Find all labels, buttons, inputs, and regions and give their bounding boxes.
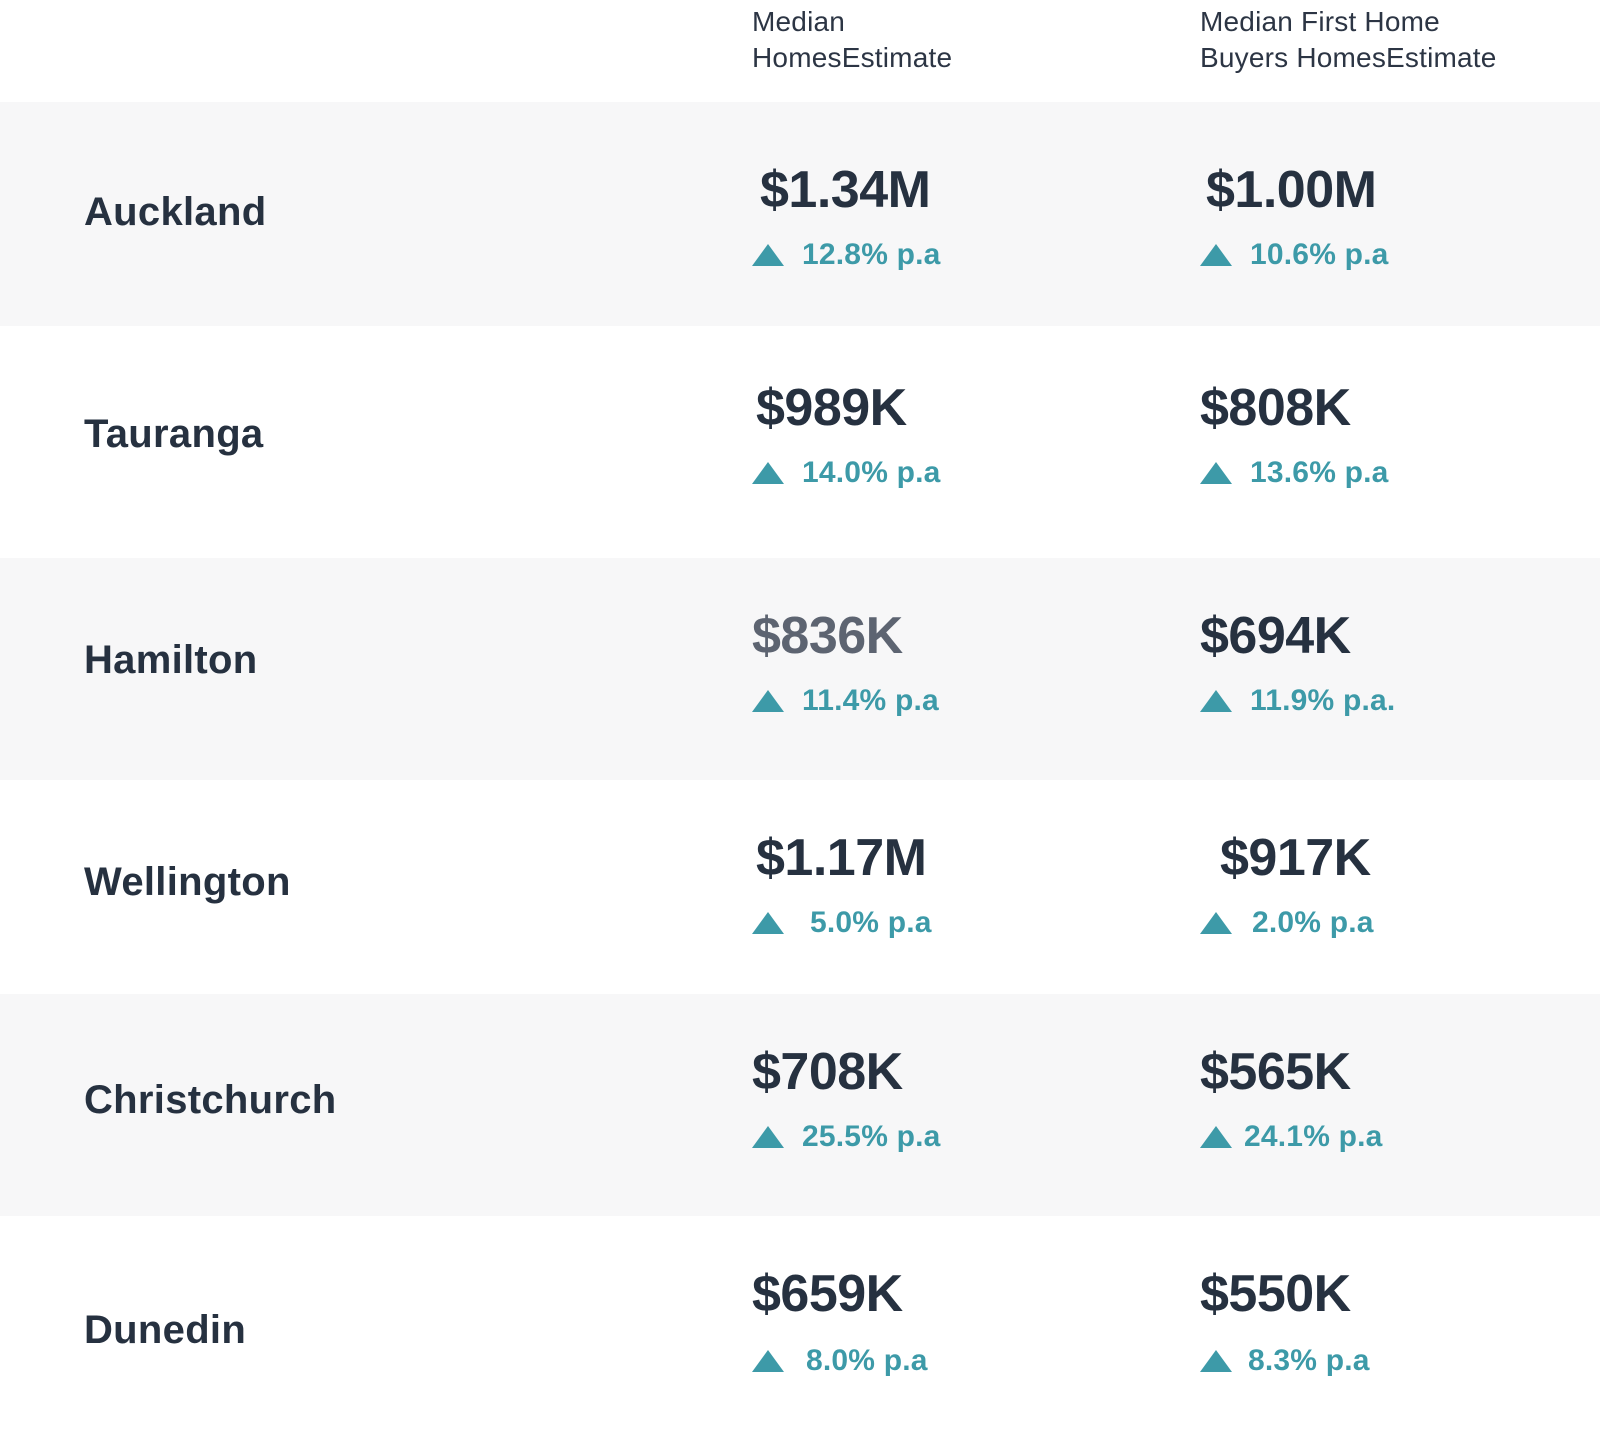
fhb-price: $917K bbox=[1220, 829, 1371, 887]
triangle-up-icon bbox=[1200, 462, 1232, 484]
fhb-growth-value: 24.1% p.a bbox=[1244, 1120, 1383, 1153]
median-cell: $989K 14.0% p.a bbox=[752, 326, 1172, 558]
table-row: Christchurch $708K 25.5% p.a $565K 24.1%… bbox=[0, 994, 1600, 1216]
city-name: Tauranga bbox=[84, 412, 264, 456]
table-header: Median HomesEstimate Median First Home B… bbox=[0, 0, 1600, 102]
fhb-growth-value: 2.0% p.a bbox=[1252, 906, 1374, 939]
city-name: Wellington bbox=[84, 860, 291, 904]
median-growth: 5.0% p.a bbox=[752, 906, 932, 940]
city-name: Hamilton bbox=[84, 638, 258, 682]
triangle-up-icon bbox=[1200, 244, 1232, 266]
median-price: $1.17M bbox=[756, 829, 927, 887]
fhb-growth: 11.9% p.a. bbox=[1200, 684, 1395, 718]
fhb-growth: 13.6% p.a bbox=[1200, 456, 1389, 490]
median-growth: 12.8% p.a bbox=[752, 238, 941, 272]
fhb-growth-value: 8.3% p.a bbox=[1248, 1344, 1370, 1377]
median-cell: $1.34M 12.8% p.a bbox=[752, 102, 1172, 326]
column-header-fhb-line1: Median First Home bbox=[1200, 6, 1440, 37]
fhb-growth: 8.3% p.a bbox=[1200, 1344, 1370, 1378]
city-name: Auckland bbox=[84, 190, 267, 234]
fhb-cell: $1.00M 10.6% p.a bbox=[1200, 102, 1600, 326]
median-price: $659K bbox=[752, 1265, 903, 1323]
fhb-cell: $550K 8.3% p.a bbox=[1200, 1216, 1600, 1439]
fhb-growth-value: 13.6% p.a bbox=[1250, 456, 1389, 489]
table-row: Dunedin $659K 8.0% p.a $550K 8.3% p.a bbox=[0, 1216, 1600, 1439]
median-cell: $836K 11.4% p.a bbox=[752, 558, 1172, 780]
triangle-up-icon bbox=[752, 462, 784, 484]
table-row: Tauranga $989K 14.0% p.a $808K 13.6% p.a bbox=[0, 326, 1600, 558]
triangle-up-icon bbox=[752, 1350, 784, 1372]
fhb-growth-value: 10.6% p.a bbox=[1250, 238, 1389, 271]
fhb-growth-value: 11.9% p.a. bbox=[1250, 684, 1396, 717]
city-name: Dunedin bbox=[84, 1308, 247, 1352]
median-growth-value: 12.8% p.a bbox=[802, 238, 941, 271]
fhb-growth: 10.6% p.a bbox=[1200, 238, 1389, 272]
triangle-up-icon bbox=[752, 690, 784, 712]
median-price: $836K bbox=[752, 607, 903, 665]
median-growth-value: 14.0% p.a bbox=[802, 456, 941, 489]
median-growth: 14.0% p.a bbox=[752, 456, 941, 490]
table-row: Auckland $1.34M 12.8% p.a $1.00M 10.6% p… bbox=[0, 102, 1600, 326]
fhb-growth: 2.0% p.a bbox=[1200, 906, 1374, 940]
triangle-up-icon bbox=[1200, 1350, 1232, 1372]
median-growth-value: 11.4% p.a bbox=[802, 684, 939, 717]
column-header-median-line2: HomesEstimate bbox=[752, 42, 953, 73]
table-row: Hamilton $836K 11.4% p.a $694K 11.9% p.a… bbox=[0, 558, 1600, 780]
triangle-up-icon bbox=[1200, 1126, 1232, 1148]
triangle-up-icon bbox=[752, 244, 784, 266]
fhb-price: $694K bbox=[1200, 607, 1351, 665]
median-growth: 11.4% p.a bbox=[752, 684, 939, 718]
column-header-median-line1: Median bbox=[752, 6, 846, 37]
median-growth-value: 5.0% p.a bbox=[810, 906, 932, 939]
column-header-first-home-buyers: Median First Home Buyers HomesEstimate bbox=[1200, 4, 1580, 76]
fhb-growth: 24.1% p.a bbox=[1200, 1120, 1383, 1154]
fhb-cell: $808K 13.6% p.a bbox=[1200, 326, 1600, 558]
median-growth: 25.5% p.a bbox=[752, 1120, 941, 1154]
triangle-up-icon bbox=[1200, 912, 1232, 934]
median-cell: $1.17M 5.0% p.a bbox=[752, 780, 1172, 994]
fhb-price: $1.00M bbox=[1206, 161, 1377, 219]
fhb-price: $565K bbox=[1200, 1043, 1351, 1101]
fhb-cell: $694K 11.9% p.a. bbox=[1200, 558, 1600, 780]
city-name: Christchurch bbox=[84, 1078, 337, 1122]
median-cell: $708K 25.5% p.a bbox=[752, 994, 1172, 1216]
column-header-median: Median HomesEstimate bbox=[752, 4, 1082, 76]
column-header-fhb-line2: Buyers HomesEstimate bbox=[1200, 42, 1497, 73]
median-growth: 8.0% p.a bbox=[752, 1344, 928, 1378]
triangle-up-icon bbox=[752, 1126, 784, 1148]
fhb-cell: $917K 2.0% p.a bbox=[1200, 780, 1600, 994]
fhb-cell: $565K 24.1% p.a bbox=[1200, 994, 1600, 1216]
fhb-price: $808K bbox=[1200, 379, 1351, 437]
median-growth-value: 25.5% p.a bbox=[802, 1120, 941, 1153]
median-price: $708K bbox=[752, 1043, 903, 1101]
median-growth-value: 8.0% p.a bbox=[806, 1344, 928, 1377]
table-row: Wellington $1.17M 5.0% p.a $917K 2.0% p.… bbox=[0, 780, 1600, 994]
fhb-price: $550K bbox=[1200, 1265, 1351, 1323]
median-price: $1.34M bbox=[760, 161, 931, 219]
triangle-up-icon bbox=[1200, 690, 1232, 712]
triangle-up-icon bbox=[752, 912, 784, 934]
median-price: $989K bbox=[756, 379, 907, 437]
median-cell: $659K 8.0% p.a bbox=[752, 1216, 1172, 1439]
